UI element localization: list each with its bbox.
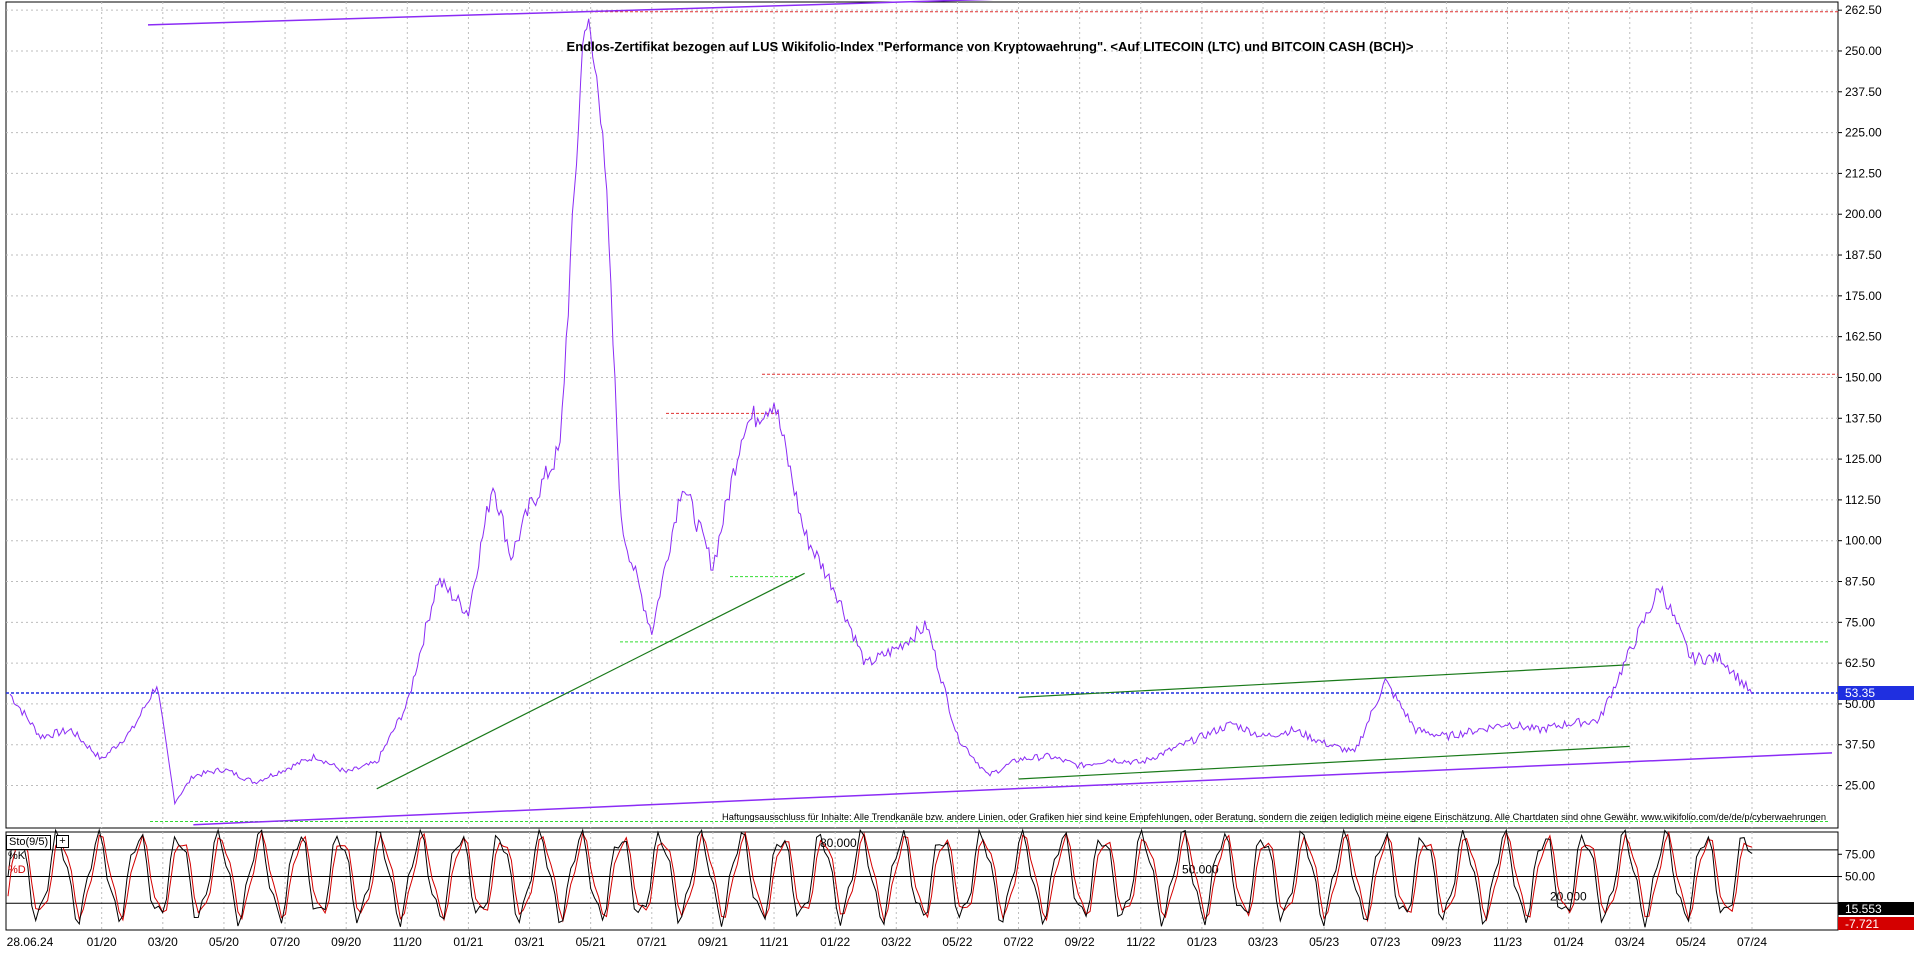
y-tick-label: 75.00: [1845, 615, 1875, 629]
stoch-k-tag: [1838, 902, 1914, 915]
x-tick-label: 09/21: [698, 935, 728, 948]
stoch-d-legend: %D: [8, 864, 26, 876]
x-tick-label: 05/24: [1676, 935, 1706, 948]
y-tick-label: 250.00: [1845, 44, 1882, 58]
x-tick-label: 07/22: [1004, 935, 1034, 948]
x-tick-label: 01/20: [87, 935, 117, 948]
x-tick-label: 05/20: [209, 935, 239, 948]
x-tick-label: 07/20: [270, 935, 300, 948]
stoch-panel-frame: [5, 831, 1839, 931]
x-tick-label: 07/24: [1737, 935, 1767, 948]
y-tick-label: 87.50: [1845, 575, 1875, 589]
stoch-expand-button[interactable]: +: [56, 835, 69, 848]
y-tick-label: 100.00: [1845, 534, 1882, 548]
y-tick-label: 262.50: [1845, 3, 1882, 17]
x-tick-label: 11/21: [759, 935, 788, 948]
price-series-line: [9, 18, 1753, 806]
stoch-k-value: 15.553: [1845, 902, 1882, 916]
y-tick-label: 187.50: [1845, 248, 1882, 262]
y-tick-label: 37.50: [1845, 738, 1875, 752]
x-tick-label: 11/23: [1493, 935, 1522, 948]
stoch-y-tick-label: 50.00: [1845, 870, 1875, 884]
x-tick-label: 09/22: [1065, 935, 1095, 948]
disclaimer-text: Haftungsausschluss für Inhalte: Alle Tre…: [722, 812, 1826, 822]
x-tick-label: 11/20: [393, 935, 422, 948]
y-tick-label: 125.00: [1845, 452, 1882, 466]
x-tick-label: 05/21: [576, 935, 606, 948]
x-tick-label: 03/24: [1615, 935, 1645, 948]
y-tick-label: 62.50: [1845, 656, 1875, 670]
x-tick-label: 01/24: [1554, 935, 1584, 948]
trend-line-purple: [193, 752, 1833, 826]
y-tick-label: 237.50: [1845, 85, 1882, 99]
trend-line-green: [376, 572, 805, 790]
x-tick-label: 03/22: [881, 935, 911, 948]
x-tick-label: 09/20: [331, 935, 361, 948]
chart-title: Endlos-Zertifikat bezogen auf LUS Wikifo…: [567, 39, 1414, 54]
x-tick-label: 01/22: [820, 935, 850, 948]
y-tick-label: 112.50: [1845, 493, 1881, 507]
x-tick-label: 07/21: [637, 935, 667, 948]
trend-line-green: [1018, 745, 1630, 780]
y-tick-label: 212.50: [1845, 166, 1882, 180]
x-tick-label: 05/23: [1309, 935, 1339, 948]
y-tick-label: 200.00: [1845, 207, 1882, 221]
stoch-k-line: [7, 828, 1753, 928]
stoch-d-value: -7.721: [1845, 917, 1879, 931]
y-tick-label: 137.50: [1845, 411, 1882, 425]
x-tick-label: 03/20: [148, 935, 178, 948]
y-tick-label: 50.00: [1845, 697, 1875, 711]
stoch-y-tick-label: 75.00: [1845, 847, 1875, 861]
x-tick-label: 11/22: [1126, 935, 1155, 948]
last-price-tag: [1838, 685, 1914, 700]
trend-line-green: [1018, 664, 1630, 699]
x-tick-label: 09/23: [1431, 935, 1461, 948]
x-tick-label: 03/21: [515, 935, 545, 948]
last-price-label: 53.35: [1845, 686, 1875, 700]
y-tick-label: 175.00: [1845, 289, 1882, 303]
x-tick-label: 03/23: [1248, 935, 1278, 948]
x-tick-label: 05/22: [942, 935, 972, 948]
stoch-d-tag: [1838, 917, 1914, 930]
y-tick-label: 25.00: [1845, 779, 1875, 793]
x-tick-label: 07/23: [1370, 935, 1400, 948]
y-tick-label: 162.50: [1845, 330, 1882, 344]
x-tick-label: 28.06.24: [7, 935, 54, 948]
x-tick-label: 01/23: [1187, 935, 1217, 948]
trend-line-purple: [147, 0, 994, 26]
stoch-d-line: [7, 830, 1753, 923]
stoch-k-legend: %K: [8, 850, 26, 862]
stoch-level-label: 80.000: [820, 836, 857, 850]
y-tick-label: 150.00: [1845, 370, 1882, 384]
x-tick-label: 01/21: [453, 935, 483, 948]
stoch-title: Sto(9/5): [6, 835, 52, 850]
y-tick-label: 225.00: [1845, 126, 1882, 140]
